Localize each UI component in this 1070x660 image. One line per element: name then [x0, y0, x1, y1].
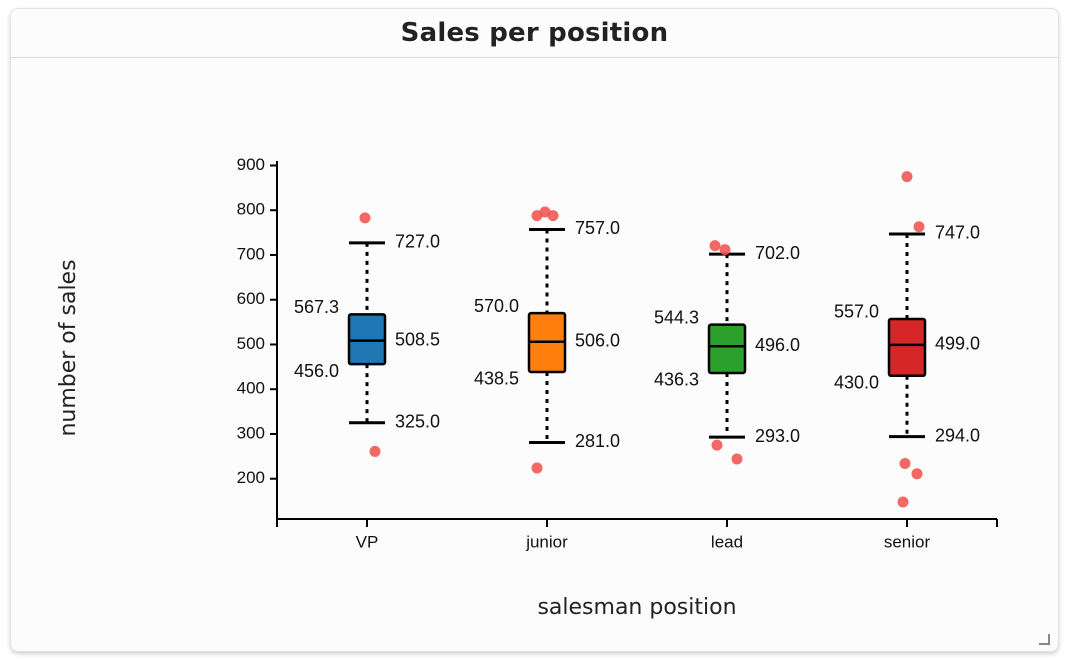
outlier-point[interactable]: [547, 210, 559, 222]
outlier-point[interactable]: [369, 445, 381, 457]
label-median: 508.5: [395, 329, 440, 349]
y-tick-label: 900: [237, 155, 265, 174]
chart-title: Sales per position: [400, 18, 669, 48]
label-whisker-low: 281.0: [575, 431, 620, 451]
label-q3: 544.3: [654, 307, 699, 327]
outlier-point[interactable]: [911, 468, 923, 480]
label-median: 499.0: [935, 334, 980, 354]
y-tick-label: 600: [237, 289, 265, 308]
box-senior[interactable]: [887, 317, 927, 378]
y-tick-label: 700: [237, 244, 265, 263]
outlier-point[interactable]: [899, 458, 911, 470]
label-q1: 436.3: [654, 370, 699, 390]
x-tick-label: lead: [711, 532, 743, 551]
y-tick-label: 500: [237, 334, 265, 353]
label-whisker-high: 727.0: [395, 232, 440, 252]
label-median: 506.0: [575, 331, 620, 351]
outlier-point[interactable]: [711, 439, 723, 451]
label-q3: 570.0: [474, 296, 519, 316]
x-tick-label: VP: [356, 532, 379, 551]
y-tick-label: 400: [237, 379, 265, 398]
outlier-point[interactable]: [897, 496, 909, 508]
box-VP[interactable]: [347, 313, 387, 366]
outlier-point[interactable]: [913, 221, 925, 233]
label-whisker-low: 294.0: [935, 425, 980, 445]
label-whisker-low: 293.0: [755, 426, 800, 446]
label-q1: 438.5: [474, 369, 519, 389]
label-whisker-high: 747.0: [935, 223, 980, 243]
label-median: 496.0: [755, 335, 800, 355]
label-whisker-low: 325.0: [395, 412, 440, 432]
label-whisker-high: 702.0: [755, 243, 800, 263]
boxplot-chart: 200 300 400 500 600 700 800 900 salesman positio…: [56, 155, 998, 620]
label-whisker-high: 757.0: [575, 218, 620, 238]
label-q3: 567.3: [294, 297, 339, 317]
y-tick-label: 200: [237, 468, 265, 487]
outlier-point[interactable]: [359, 212, 371, 224]
outlier-point[interactable]: [709, 240, 721, 252]
y-axis-title: number of sales: [56, 259, 81, 436]
resize-handle-icon[interactable]: [1039, 634, 1050, 645]
outlier-point[interactable]: [731, 453, 743, 465]
label-q3: 557.0: [834, 302, 879, 322]
y-tick-label: 800: [237, 200, 265, 219]
label-q1: 456.0: [294, 361, 339, 381]
x-axis-title: salesman position: [537, 595, 736, 620]
card-header: Sales per position: [11, 9, 1058, 58]
outlier-point[interactable]: [901, 171, 913, 183]
x-tick-label: senior: [884, 532, 931, 551]
x-tick-label: junior: [525, 532, 568, 551]
box-lead[interactable]: [707, 323, 747, 375]
chart-card: Sales per position 200 300 400 500 600 700 800…: [10, 8, 1059, 652]
outlier-point[interactable]: [531, 462, 543, 474]
outlier-point[interactable]: [719, 244, 731, 256]
y-tick-label: 300: [237, 423, 265, 442]
label-q1: 430.0: [834, 373, 879, 393]
